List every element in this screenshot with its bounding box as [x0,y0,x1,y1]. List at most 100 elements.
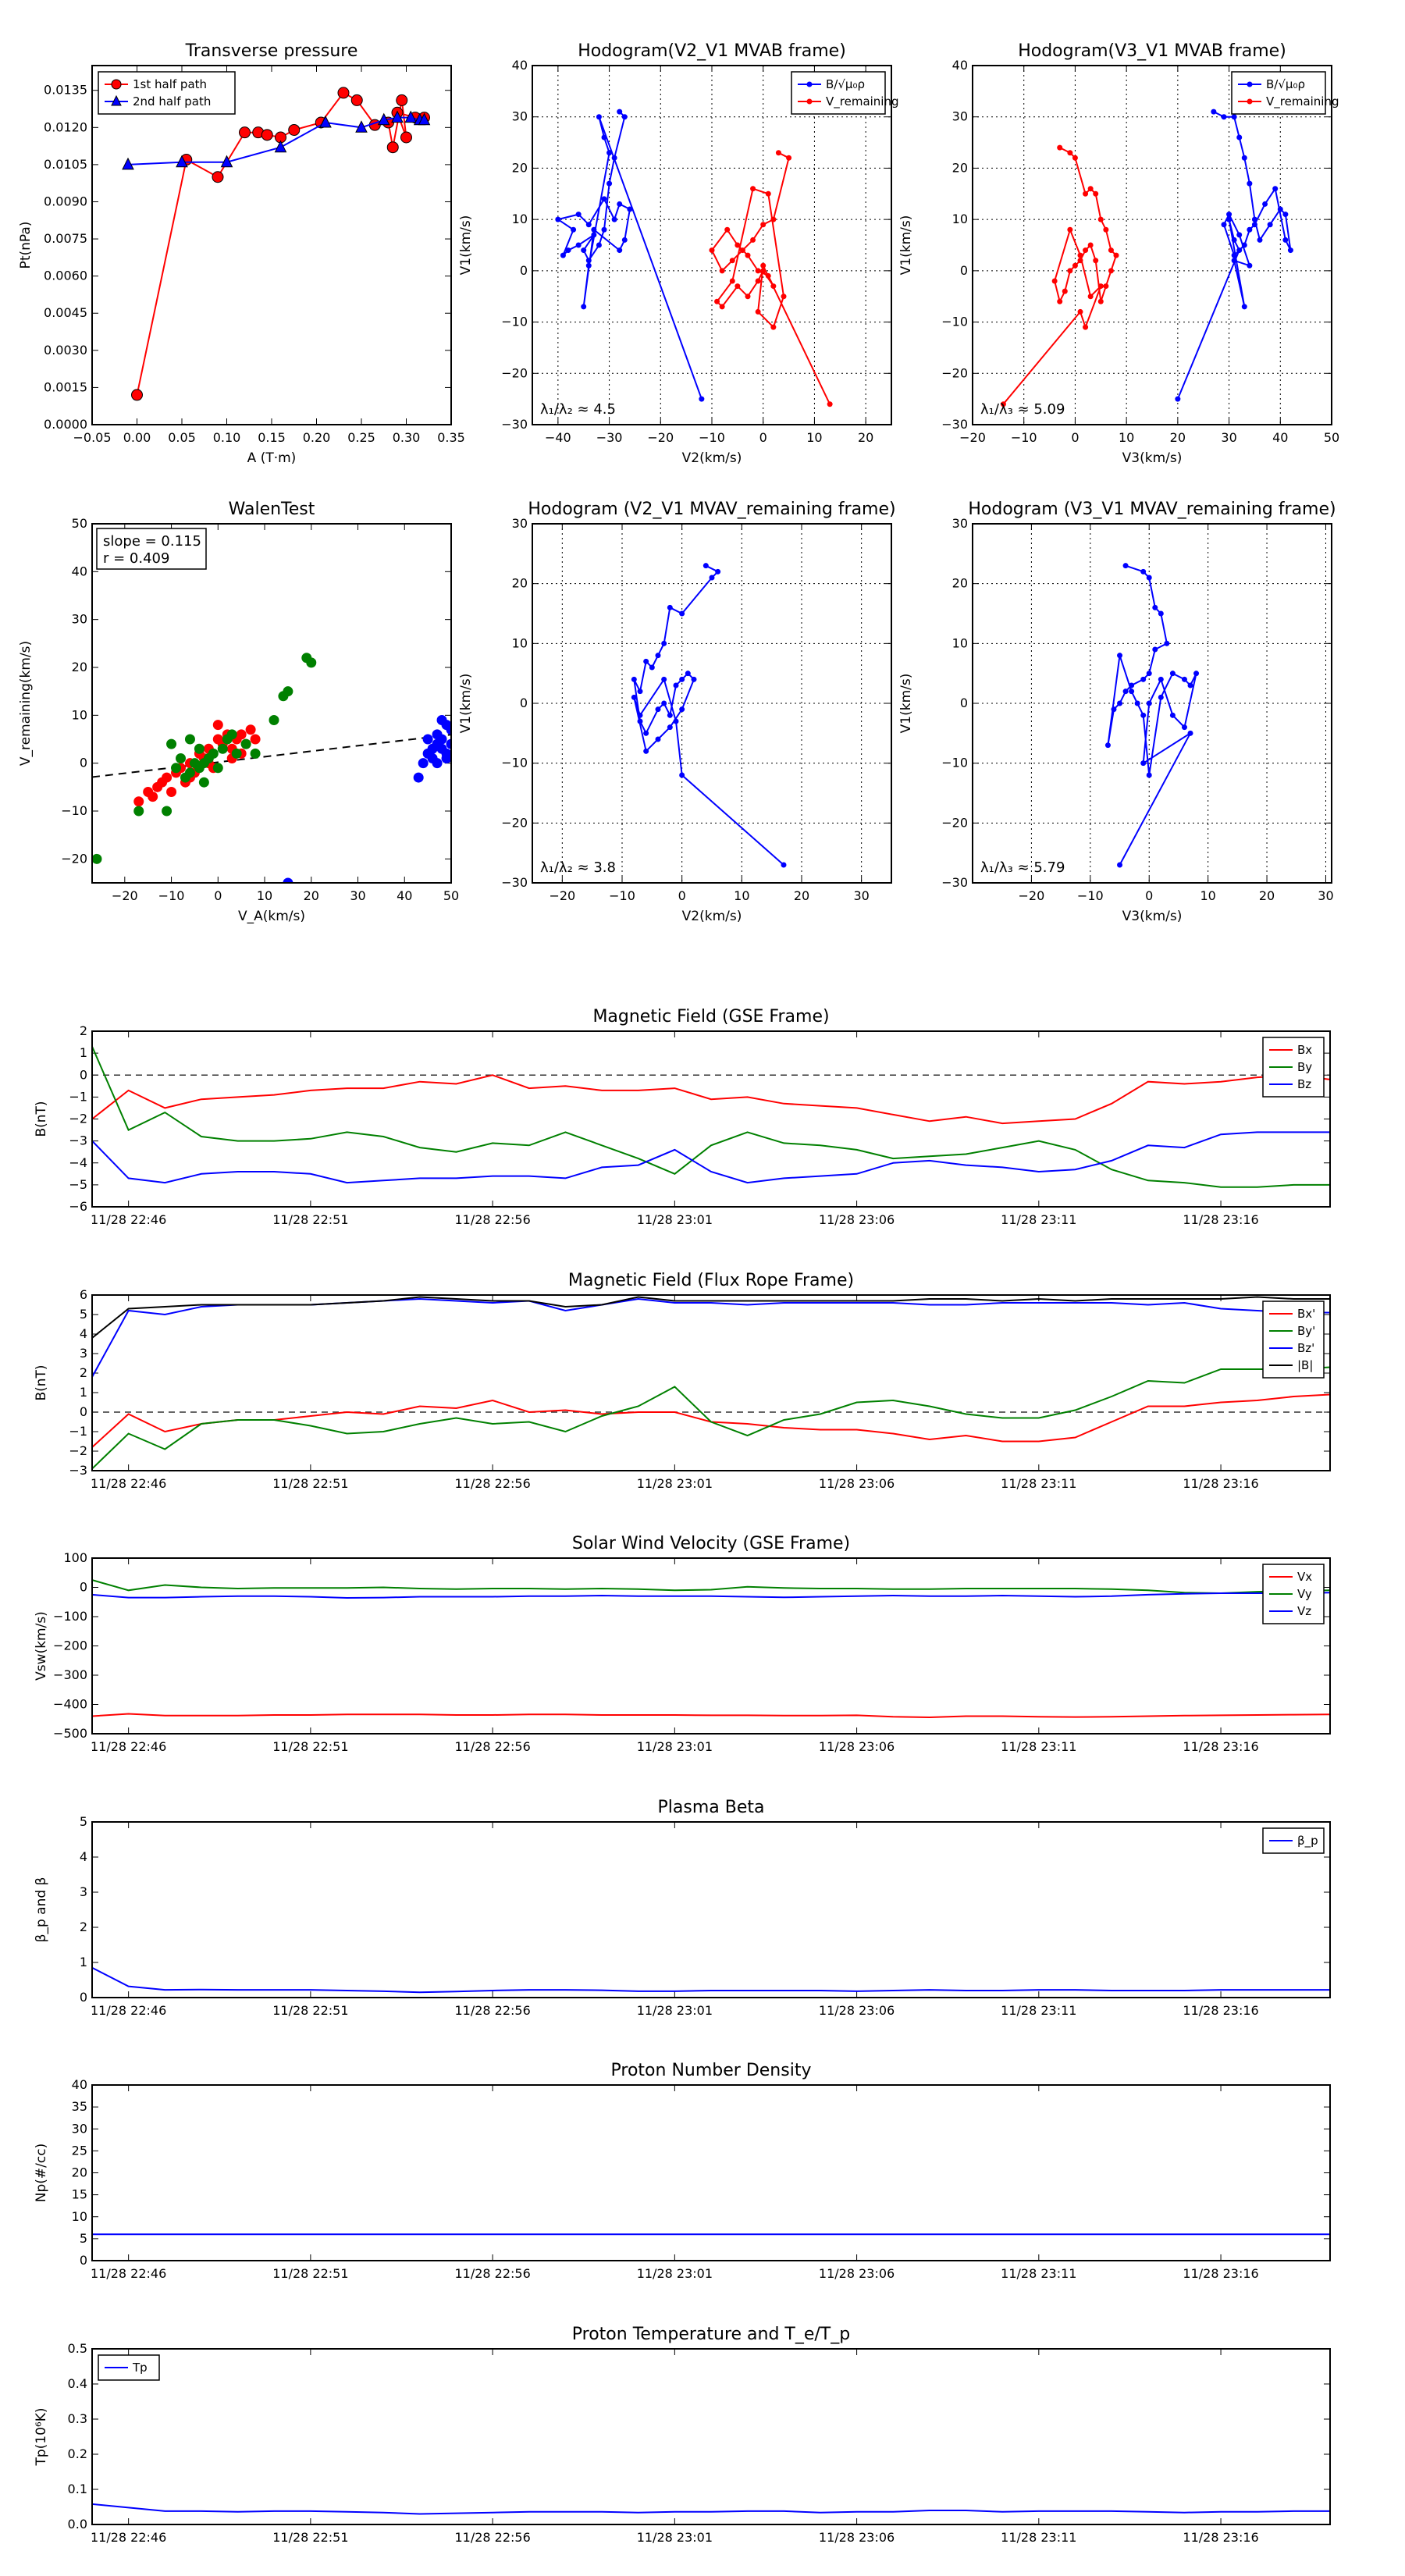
data-point [1282,212,1289,218]
data-point [685,671,691,677]
data-point [1140,712,1147,718]
y-tick-label: 35 [72,2099,87,2114]
data-point [176,155,188,168]
legend-label: Bx [1297,1043,1312,1057]
y-tick-label: −1 [69,1089,87,1104]
x-tick-label: 11/28 22:56 [454,1739,530,1754]
plot-frame [532,523,892,884]
data-point [760,268,767,274]
data-point [679,610,685,617]
data-point [212,171,224,183]
data-point [1072,262,1078,269]
x-tick-label: 0 [214,888,222,903]
eigenvalue-ratio-annotation: λ₁/λ₃ ≈ 5.09 [980,401,1065,418]
scatter-point [184,767,195,778]
y-tick-label: 0 [80,1580,87,1595]
data-point [1241,304,1247,310]
y-tick-label: 0.0075 [44,231,87,246]
data-point [1051,278,1058,284]
y-tick-label: 10 [72,707,87,722]
legend-label: V_remaining [1266,94,1339,109]
y-axis-label: V1(km/s) [458,215,474,276]
x-tick-label: 11/28 23:01 [637,2530,713,2545]
x-axis-label: V_A(km/s) [238,909,305,924]
data-point [729,278,735,284]
data-point [691,676,697,682]
data-point [1000,401,1006,407]
data-point [735,242,741,248]
x-tick-label: −10 [1077,888,1104,903]
x-tick-label: 10 [1200,888,1215,903]
scatter-point [148,792,158,802]
legend-box [791,71,886,115]
scatter-point [194,743,205,754]
x-tick-label: −10 [1011,430,1037,445]
data-point [673,718,679,724]
x-tick-label: 11/28 23:11 [1001,2530,1076,2545]
scatter-point [166,786,177,797]
y-tick-label: −300 [53,1667,87,1682]
data-point [1077,252,1083,258]
x-tick-label: 40 [397,888,412,903]
data-point [1140,760,1147,767]
y-axis-label: B(nT) [34,1101,49,1137]
data-point [770,324,777,330]
data-point [261,129,273,141]
plot-frame [532,65,892,425]
scatter-point [245,724,256,735]
data-point [386,141,399,154]
data-point [1221,222,1227,228]
chart-panel-walen-test: −20 −10 0 10 20 30 40 50 −20 −10 0 10 20 30 40 50 WalenT… [18,500,459,924]
data-point [709,247,715,254]
data-point [724,226,731,233]
y-tick-label: 0.0135 [44,83,87,98]
x-tick-label: 30 [1221,430,1236,445]
scatter-point [171,763,182,774]
data-point [667,724,673,731]
data-point [1251,222,1257,228]
data-point [729,258,735,264]
y-tick-label: −5 [69,1177,87,1192]
data-point [1057,144,1063,151]
data-point [1117,653,1123,659]
legend-label: Bz' [1297,1341,1314,1355]
chart-panel-proton-number-density: 11/28 22:46 11/28 22:51 11/28 22:56 11/28 2… [34,2061,1331,2281]
scatter-point [250,748,261,759]
data-point [637,688,643,695]
y-tick-label: 15 [72,2187,87,2202]
data-point [781,862,787,868]
y-tick-label: 20 [72,2165,87,2180]
x-tick-label: −10 [158,888,185,903]
x-tick-label: 11/28 23:16 [1183,2003,1258,2018]
data-point [1067,268,1073,274]
data-point [661,640,667,646]
x-tick-label: 10 [734,888,749,903]
y-tick-label: 20 [72,660,87,674]
y-tick-label: −6 [69,1199,87,1214]
data-point [1226,212,1232,218]
data-point [1251,216,1257,222]
plot-frame [91,65,452,425]
data-point [643,658,649,664]
data-point [122,157,134,170]
legend-marker [111,79,122,90]
data-point [601,134,607,141]
y-tick-label: 30 [512,109,528,124]
y-axis-label: β_p and β [34,1877,49,1943]
y-tick-label: −2 [69,1443,87,1458]
data-point [1129,688,1135,695]
y-tick-label: 3 [80,1884,87,1899]
y-tick-label: −2 [69,1112,87,1126]
data-point [581,247,587,254]
scatter-point [162,806,173,817]
data-point [1103,283,1109,290]
y-axis-label: Vsw(km/s) [34,1611,49,1681]
scatter-point [92,853,102,864]
plot-area [92,1296,1330,1470]
y-tick-label: 10 [512,212,528,226]
plot-frame [91,2084,1331,2261]
plot-frame [91,1030,1331,1208]
data-point [1231,258,1237,264]
